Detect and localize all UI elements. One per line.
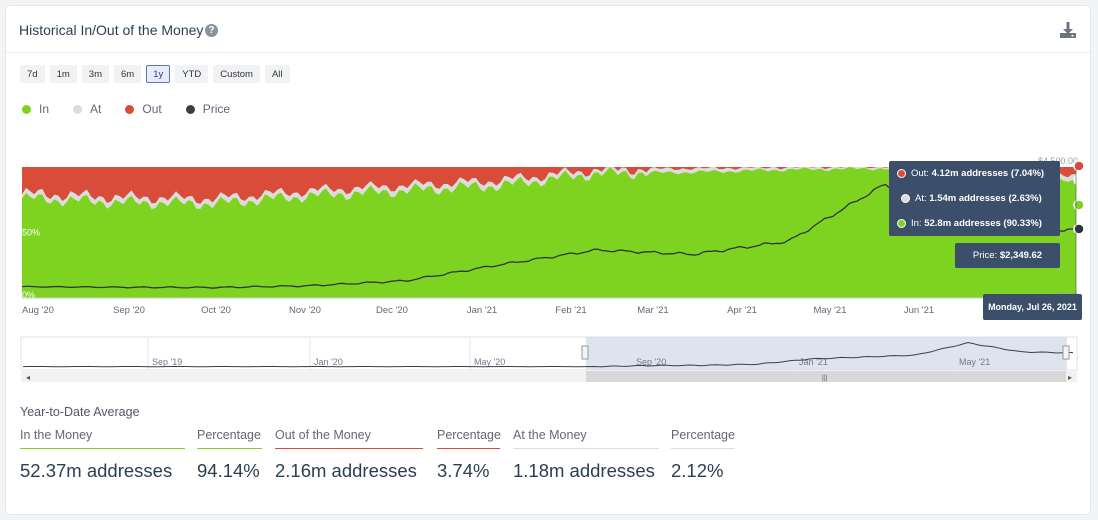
stat-label: Percentage: [437, 428, 501, 449]
range-button-all[interactable]: All: [264, 65, 290, 83]
tooltip-in-value: 52.8m addresses (90.33%): [924, 218, 1042, 229]
in-legend-dot-icon: [22, 104, 31, 114]
legend-label: Out: [142, 102, 162, 116]
range-button-1y[interactable]: 1y: [146, 65, 171, 83]
range-button-1m[interactable]: 1m: [49, 65, 77, 83]
range-button-7d[interactable]: 7d: [20, 65, 45, 83]
legend-item-in[interactable]: In: [22, 102, 49, 116]
at-legend-dot-icon: [73, 104, 83, 114]
price-tooltip-value: $2,349.62: [999, 250, 1043, 261]
stat-label: Percentage: [671, 428, 735, 449]
stat-value: 2.12%: [671, 460, 724, 481]
chart-title: Historical In/Out of the Money: [19, 22, 204, 38]
stat-value: 52.37m addresses: [20, 460, 173, 481]
stat-4: At the Money 1.18m addresses: [513, 428, 659, 482]
tooltip-in-label: In:: [911, 218, 922, 229]
range-button-custom[interactable]: Custom: [213, 65, 260, 83]
date-tooltip-text: Monday, Jul 26, 2021: [988, 302, 1077, 312]
out-dot-icon: [897, 169, 906, 178]
range-button-3m[interactable]: 3m: [81, 65, 109, 83]
legend-item-out[interactable]: Out: [125, 102, 162, 116]
stat-3: Percentage 3.74%: [437, 428, 501, 482]
tooltip-at-value: 1.54m addresses (2.63%): [929, 193, 1042, 204]
stat-value: 94.14%: [197, 460, 260, 481]
stat-label: Percentage: [197, 428, 262, 449]
price-tooltip-label: Price:: [972, 250, 998, 261]
legend-item-at[interactable]: At: [73, 102, 101, 116]
stat-value: 3.74%: [437, 460, 490, 481]
stat-2: Out of the Money 2.16m addresses: [275, 428, 423, 482]
tooltip-in-row: In: 52.8m addresses (90.33%): [889, 211, 1060, 236]
chart-legend: In At Out Price: [22, 102, 254, 116]
in-dot-icon: [897, 219, 906, 228]
legend-label: Price: [202, 102, 231, 116]
legend-label: In: [39, 102, 50, 116]
range-selector: 7d 1m 3m 6m 1y YTD Custom All: [20, 65, 290, 83]
stat-label: At the Money: [513, 428, 659, 449]
stat-5: Percentage 2.12%: [671, 428, 735, 482]
tooltip: Out: 4.12m addresses (7.04%) At: 1.54m a…: [889, 161, 1060, 236]
stat-value: 2.16m addresses: [275, 460, 417, 481]
tooltip-out-label: Out:: [911, 168, 929, 179]
stat-label: In the Money: [20, 428, 185, 449]
help-icon[interactable]: ?: [205, 24, 218, 37]
price-tooltip: Price: $2,349.62: [955, 243, 1060, 268]
out-legend-dot-icon: [125, 104, 135, 114]
stat-value: 1.18m addresses: [513, 460, 655, 481]
tooltip-out-row: Out: 4.12m addresses (7.04%): [889, 161, 1060, 186]
legend-label: At: [90, 102, 102, 116]
legend-item-price[interactable]: Price: [185, 102, 231, 116]
range-button-6m[interactable]: 6m: [113, 65, 142, 83]
tooltip-at-label: At:: [915, 193, 927, 204]
download-icon[interactable]: [1059, 21, 1077, 39]
at-dot-icon: [901, 194, 910, 203]
stats-title: Year-to-Date Average: [20, 405, 140, 419]
tooltip-out-value: 4.12m addresses (7.04%): [931, 168, 1045, 179]
stat-0: In the Money 52.37m addresses: [20, 428, 185, 482]
price-legend-dot-icon: [185, 104, 195, 114]
date-tooltip: Monday, Jul 26, 2021: [983, 294, 1082, 320]
range-button-ytd[interactable]: YTD: [175, 65, 209, 83]
card-header: Historical In/Out of the Money ?: [6, 6, 1090, 53]
tooltip-at-row: At: 1.54m addresses (2.63%): [889, 186, 1060, 211]
stat-label: Out of the Money: [275, 428, 423, 449]
stat-1: Percentage 94.14%: [197, 428, 262, 482]
